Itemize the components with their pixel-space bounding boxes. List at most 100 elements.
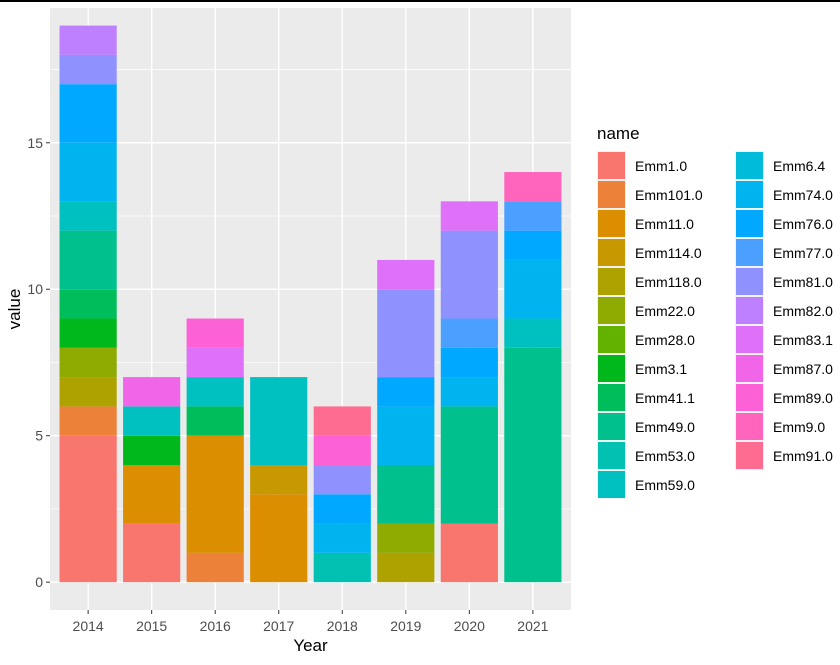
legend-label: Emm9.0	[773, 419, 825, 435]
bar-segment	[59, 406, 117, 436]
bar-segment	[377, 523, 435, 553]
bar-segment	[59, 230, 117, 290]
legend-label: Emm59.0	[635, 477, 695, 493]
bar-segment	[440, 406, 498, 524]
legend-swatch	[736, 326, 763, 353]
legend-swatch	[598, 239, 625, 266]
bar-segment	[59, 84, 117, 143]
bar-segment	[313, 435, 371, 465]
bar-segment	[313, 552, 371, 583]
legend-label: Emm6.4	[773, 158, 825, 174]
legend-label: Emm118.0	[635, 274, 702, 290]
legend-label: Emm49.0	[635, 419, 695, 435]
legend-label: Emm22.0	[635, 303, 695, 319]
bar-segment	[186, 435, 244, 553]
bar-segment	[377, 406, 435, 465]
y-tick-label: 15	[27, 135, 43, 151]
y-tick-label: 5	[35, 428, 43, 444]
legend-label: Emm91.0	[773, 448, 833, 464]
bar-segment	[504, 318, 562, 348]
legend-label: Emm101.0	[635, 187, 703, 203]
bar-segment	[59, 25, 117, 55]
bar-segment	[377, 377, 435, 407]
legend-label: Emm82.0	[773, 303, 833, 319]
x-axis: 2014 2015 2016 2017 2018 2019 2020 2021	[73, 610, 549, 634]
legend-label: Emm81.0	[773, 274, 833, 290]
legend-swatch	[598, 268, 625, 295]
bar-segment	[440, 201, 498, 231]
bar-segment	[59, 201, 117, 231]
x-tick-label: 2015	[136, 618, 167, 634]
legend-swatch	[598, 297, 625, 324]
legend-swatch	[598, 471, 625, 498]
y-tick-label: 10	[27, 281, 43, 297]
x-tick-label: 2014	[73, 618, 104, 634]
legend-swatch	[598, 326, 625, 353]
bar-segment	[123, 523, 181, 583]
x-axis-title: Year	[293, 636, 328, 655]
legend-swatch	[598, 181, 625, 208]
bar-segment	[59, 289, 117, 319]
bar-segment	[440, 230, 498, 319]
legend-label: Emm114.0	[635, 245, 702, 261]
bar-segment	[377, 259, 435, 290]
legend-label: Emm83.1	[773, 332, 833, 348]
legend-swatch	[736, 413, 763, 440]
bar-segment	[377, 464, 435, 524]
bar-segment	[377, 552, 435, 583]
legend-label: Emm28.0	[635, 332, 695, 348]
legend-label: Emm89.0	[773, 390, 833, 406]
legend-swatch	[598, 384, 625, 411]
x-tick-label: 2018	[327, 618, 358, 634]
legend-swatch	[736, 297, 763, 324]
legend-label: Emm41.1	[635, 390, 695, 406]
legend-swatch	[736, 181, 763, 208]
bar-segment	[59, 318, 117, 348]
bar-segment	[440, 377, 498, 407]
top-border-line	[0, 0, 840, 2]
legend-label: Emm74.0	[773, 187, 833, 203]
legend-label: Emm1.0	[635, 158, 687, 174]
legend-label: Emm77.0	[773, 245, 833, 261]
legend-swatch	[736, 210, 763, 237]
legend-swatch	[736, 268, 763, 295]
legend-swatch	[598, 442, 625, 469]
bar-segment	[440, 523, 498, 583]
bar-segment	[377, 289, 435, 378]
bar-segment	[313, 523, 371, 553]
legend-label: Emm87.0	[773, 361, 833, 377]
legend-swatch	[736, 442, 763, 469]
bar-segment	[250, 494, 308, 583]
bar-segment	[186, 406, 244, 436]
legend-label: Emm53.0	[635, 448, 695, 464]
legend-label: Emm11.0	[635, 216, 694, 232]
x-tick-label: 2021	[517, 618, 548, 634]
x-tick-label: 2016	[200, 618, 231, 634]
legend-title: name	[597, 124, 640, 143]
legend-label: Emm3.1	[635, 361, 687, 377]
x-tick-label: 2020	[454, 618, 485, 634]
x-tick-label: 2017	[263, 618, 294, 634]
bar-segment	[123, 406, 181, 436]
bar-segment	[250, 464, 308, 495]
legend-swatch	[598, 152, 625, 179]
y-tick-label: 0	[35, 574, 43, 590]
bar-segment	[313, 406, 371, 436]
legend: Emm1.0 Emm101.0 Emm11.0 Emm114.0 Emm118.0 Emm…	[597, 151, 833, 499]
bar-segment	[59, 347, 117, 378]
bar-segment	[504, 172, 562, 202]
bar-segment	[440, 318, 498, 348]
bar-segment	[313, 494, 371, 524]
bar-segment	[440, 347, 498, 378]
bar-segment	[504, 201, 562, 231]
bar-segment	[123, 377, 181, 407]
y-axis-title: value	[5, 289, 24, 330]
bar-segment	[504, 230, 562, 260]
legend-label: Emm76.0	[773, 216, 833, 232]
bar-segment	[59, 142, 117, 202]
legend-swatch	[736, 239, 763, 266]
legend-swatch	[598, 355, 625, 382]
bar-segment	[186, 347, 244, 378]
bars-layer	[59, 25, 562, 583]
